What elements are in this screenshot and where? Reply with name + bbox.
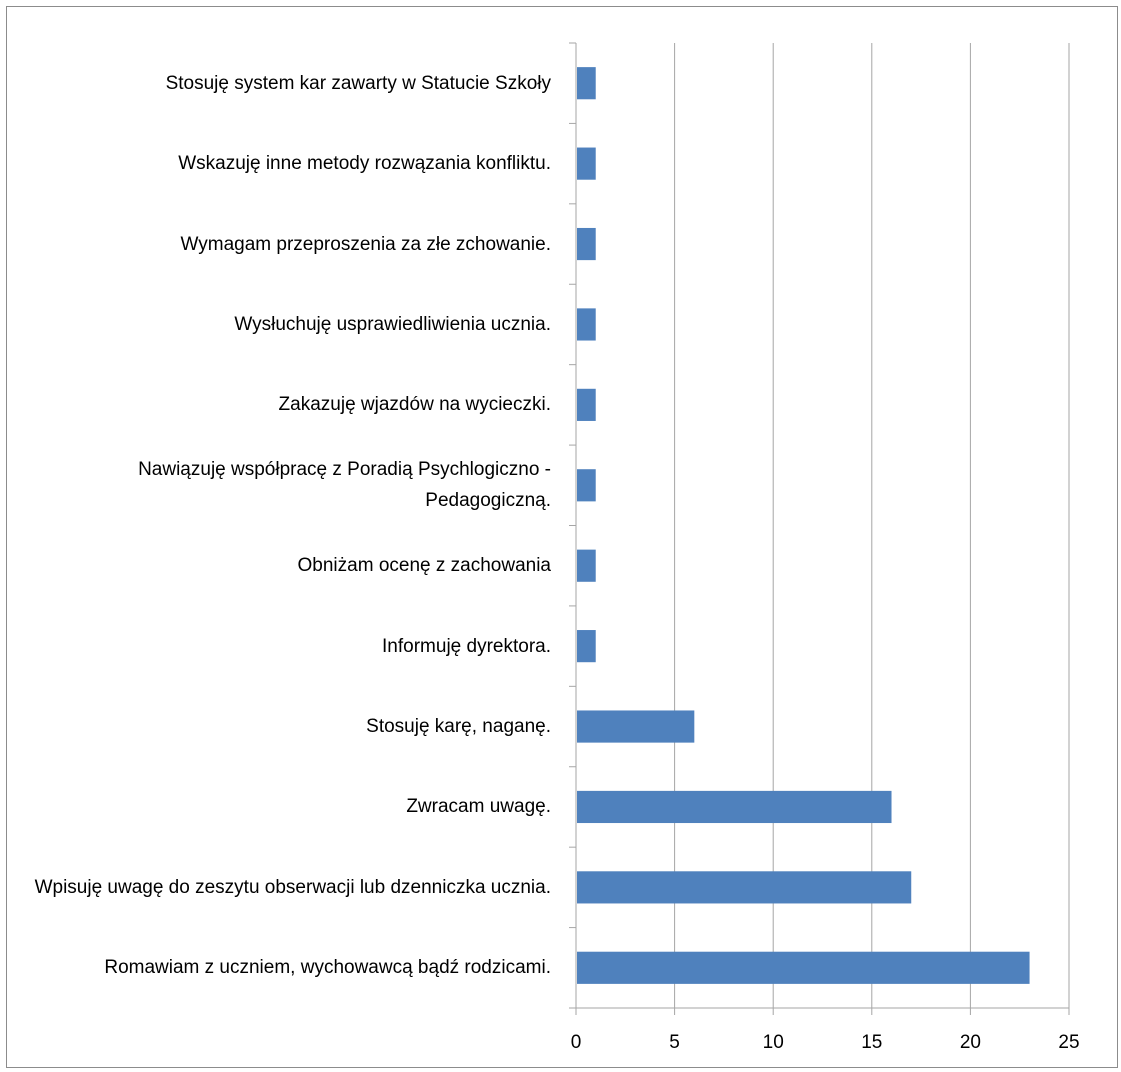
category-label: Stosuję karę, naganę. xyxy=(366,716,551,738)
category-label: Stosuję system kar zawarty w Statucie Sz… xyxy=(165,72,551,94)
category-label: Zwracam uwagę. xyxy=(406,796,551,818)
x-tick-label: 5 xyxy=(669,1032,680,1053)
x-tick-label: 10 xyxy=(763,1032,784,1053)
bar xyxy=(577,630,596,663)
bar xyxy=(577,790,892,824)
category-label: Nawiązuję współpracę z Poradią Psychlogi… xyxy=(138,459,551,512)
category-label: Obniżam ocenę z zachowania xyxy=(297,555,551,577)
bar xyxy=(577,469,596,502)
bar xyxy=(577,388,596,421)
bar xyxy=(577,871,912,904)
x-tick-label: 25 xyxy=(1058,1032,1079,1053)
bar xyxy=(577,67,596,100)
bar xyxy=(577,710,695,743)
chart-frame: Stosuję system kar zawarty w Statucie Sz… xyxy=(6,6,1118,1068)
bar xyxy=(577,227,596,261)
category-label: Wysłuchuję usprawiedliwienia ucznia. xyxy=(234,313,551,335)
category-label: Zakazuję wjazdów na wycieczki. xyxy=(278,394,551,416)
category-label: Wskazuję inne metody rozwązania konflikt… xyxy=(178,153,551,175)
bar xyxy=(577,549,596,582)
category-label: Wymagam przeproszenia za złe zchowanie. xyxy=(180,233,552,255)
x-tick-label: 15 xyxy=(861,1032,882,1053)
bar-chart: 0 5 10 15 20 25 xyxy=(569,42,1080,1053)
bar xyxy=(577,147,596,180)
category-label: Wpisuję uwagę do zeszytu obserwacji lub … xyxy=(34,876,551,898)
bar xyxy=(577,308,596,341)
category-label: Informuję dyrektora. xyxy=(382,635,551,657)
category-label: Romawiam z uczniem, wychowawcą bądź rodz… xyxy=(104,957,551,979)
x-tick-label: 20 xyxy=(960,1032,981,1053)
x-tick-label: 0 xyxy=(571,1032,582,1053)
bar xyxy=(577,951,1030,984)
